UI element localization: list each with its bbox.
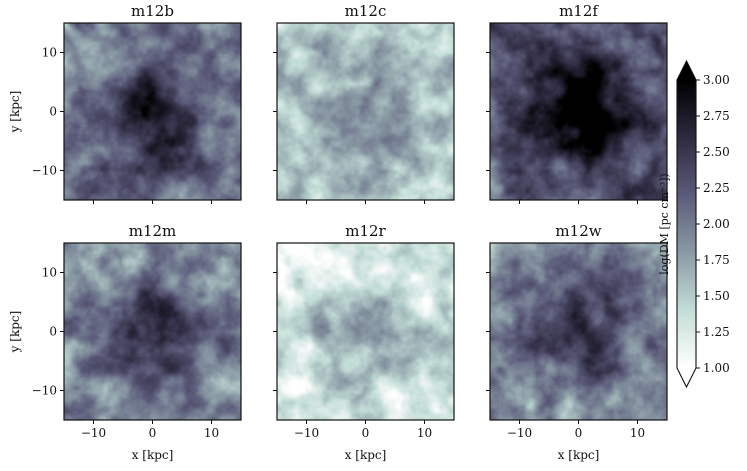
x-axis-label: x [kpc] (558, 448, 600, 462)
y-tick-label: 0 (49, 325, 57, 339)
panel-m12c: m12c (273, 2, 455, 204)
y-axis-label: y [kpc] (8, 311, 22, 354)
colorbar: 1.00 1.25 1.50 1.75 2.00 2.25 2.50 2.75 3.00 log(… (658, 59, 730, 389)
x-tick-label: −10 (507, 426, 532, 440)
colorbar-tick-label: 3.00 (703, 73, 730, 87)
panel-title: m12c (345, 2, 387, 20)
panel-title: m12m (129, 222, 177, 240)
colorbar-extend-min (677, 368, 696, 387)
panel-m12f: m12f (486, 2, 668, 204)
colorbar-tick-label: 2.75 (703, 109, 730, 123)
panel-m12w: m12w −10 0 10 x [kpc] (486, 222, 668, 462)
colorbar-extend-max (677, 61, 696, 80)
colorbar-tick-label: 1.50 (703, 289, 730, 303)
colorbar-tick-label: 1.25 (703, 325, 730, 339)
y-tick-label: −10 (32, 384, 57, 398)
panel-m12b: m12b 10 0 −10 y [kpc] (8, 2, 242, 204)
colorbar-tick-label: 1.00 (703, 361, 730, 375)
y-tick-label: 10 (42, 46, 57, 60)
colorbar-tick-label: 2.50 (703, 145, 730, 159)
y-tick-label: −10 (32, 164, 57, 178)
panel-title: m12r (345, 222, 386, 240)
x-tick-label: 10 (204, 426, 219, 440)
colorbar-label: log(DM [pc cm⁻³]) (658, 173, 671, 274)
x-axis-label: x [kpc] (132, 448, 174, 462)
x-tick-label: −10 (294, 426, 319, 440)
x-tick-label: 0 (575, 426, 583, 440)
heatmap-image (64, 243, 241, 420)
heatmap-image (277, 23, 454, 200)
panel-title: m12w (555, 222, 601, 240)
panel-title: m12f (559, 2, 599, 20)
panel-title: m12b (131, 2, 174, 20)
x-axis-label: x [kpc] (345, 448, 387, 462)
x-tick-label: 0 (149, 426, 157, 440)
panel-m12r: m12r −10 0 10 x [kpc] (273, 222, 455, 462)
heatmap-image (64, 23, 241, 200)
colorbar-tick-label: 2.25 (703, 181, 730, 195)
heatmap-image (277, 243, 454, 420)
x-tick-label: 10 (630, 426, 645, 440)
x-tick-label: 10 (417, 426, 432, 440)
heatmap-image (490, 23, 667, 200)
x-tick-label: 0 (362, 426, 370, 440)
y-tick-label: 0 (49, 105, 57, 119)
heatmap-image (490, 243, 667, 420)
y-axis-label: y [kpc] (8, 91, 22, 134)
colorbar-tick-label: 1.75 (703, 253, 730, 267)
y-tick-label: 10 (42, 266, 57, 280)
panel-m12m: m12m −10 0 10 10 0 −10 x [kpc] y [kpc] (8, 222, 242, 462)
colorbar-gradient (677, 80, 696, 368)
x-tick-label: −10 (81, 426, 106, 440)
colorbar-tick-label: 2.00 (703, 217, 730, 231)
